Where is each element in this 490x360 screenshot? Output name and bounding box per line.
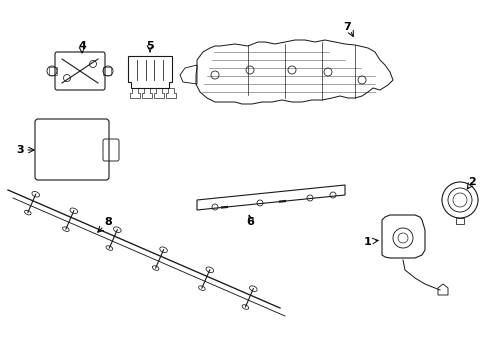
Bar (103, 67, 111, 75)
Text: 6: 6 (246, 217, 254, 227)
Text: 3: 3 (16, 145, 24, 155)
Text: 1: 1 (364, 237, 372, 247)
Text: 4: 4 (78, 41, 86, 51)
Text: 8: 8 (104, 217, 112, 227)
Bar (49, 67, 57, 75)
Text: 5: 5 (146, 41, 154, 51)
Bar (456, 218, 464, 224)
Text: 2: 2 (468, 177, 476, 187)
Text: 7: 7 (343, 22, 351, 32)
